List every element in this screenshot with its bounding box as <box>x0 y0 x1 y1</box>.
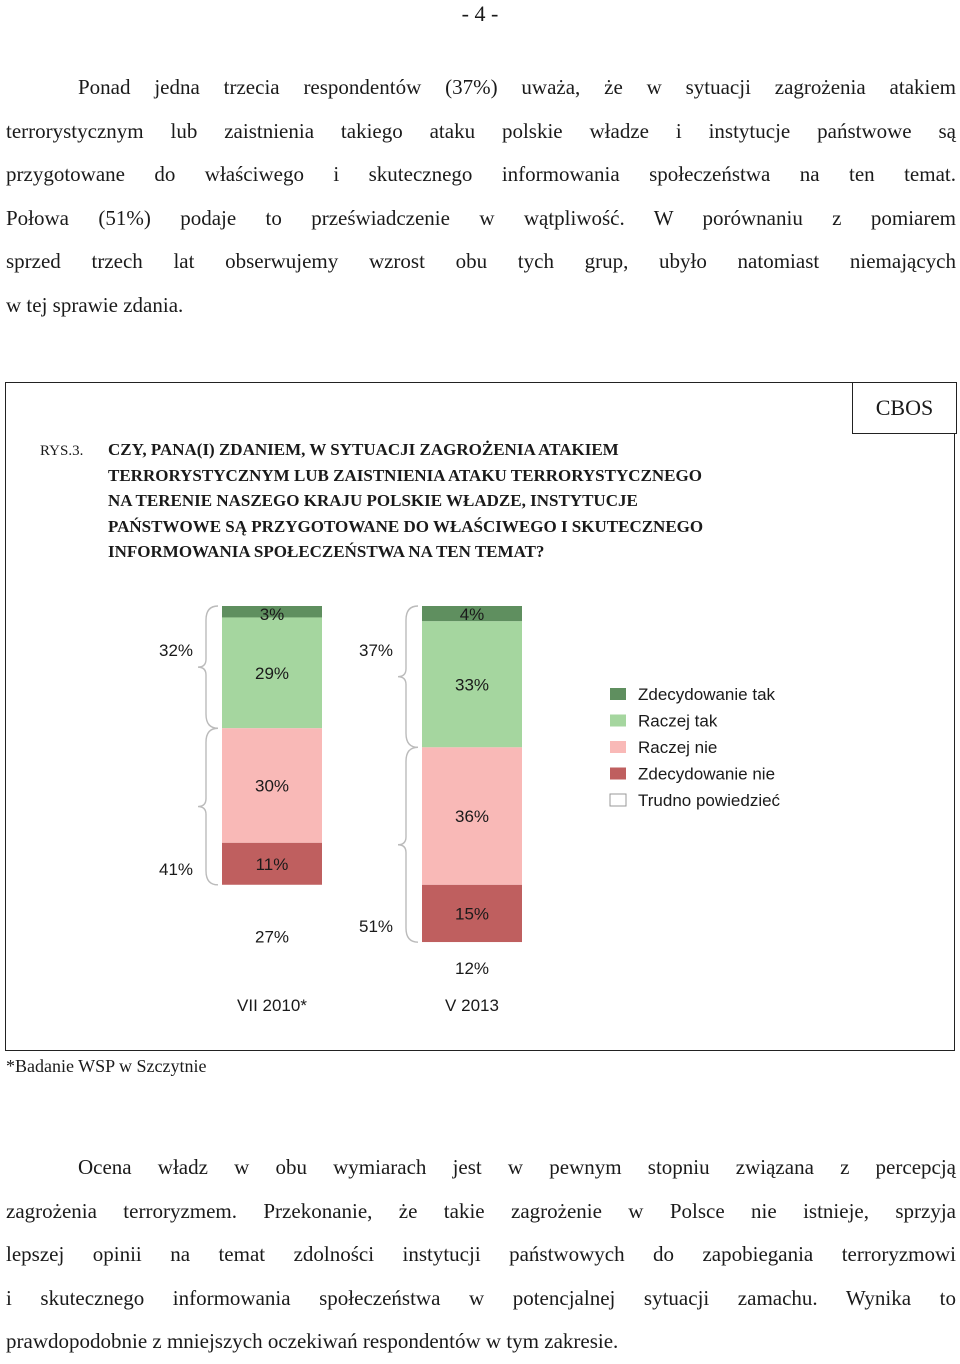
group-total-yes: 37% <box>359 641 393 660</box>
figure-title-line: CZY, PANA(I) ZDANIEM, W SYTUACJI ZAGROŻE… <box>108 440 619 459</box>
bar-segment <box>422 884 522 943</box>
bar-segment <box>222 617 322 729</box>
paragraph-line: prawdopodobnie z mniejszych oczekiwań re… <box>6 1329 619 1354</box>
bar-segment <box>222 606 322 618</box>
segment-label: 12% <box>455 959 489 978</box>
bar-segment <box>222 728 322 843</box>
paragraph-line: przygotowane do właściwego i skutecznego… <box>6 162 956 187</box>
legend-label: Trudno powiedzieć <box>638 791 781 810</box>
footnote: *Badanie WSP w Szczytnie <box>6 1056 207 1076</box>
closing-paragraph: Ocena władz w obu wymiarach jest w pewny… <box>6 1146 956 1364</box>
legend-label: Raczej tak <box>638 712 718 731</box>
figure-title-line: INFORMOWANIA SPOŁECZEŃSTWA NA TEN TEMAT? <box>108 542 545 561</box>
figure-title-line: NA TERENIE NASZEGO KRAJU POLSKIE WŁADZE,… <box>108 491 638 510</box>
paragraph-line: zagrożenia terroryzmem. Przekonanie, że … <box>6 1198 956 1223</box>
intro-paragraph: Ponad jedna trzecia respondentów (37%) u… <box>6 66 956 328</box>
segment-label: 3% <box>260 605 285 624</box>
segment-label: 15% <box>455 905 489 924</box>
figure-frame <box>5 382 955 1051</box>
group-brace <box>397 746 419 943</box>
category-label: V 2013 <box>445 996 499 1015</box>
category-label: VII 2010* <box>237 996 307 1015</box>
figure-title-line: PAŃSTWOWE SĄ PRZYGOTOWANE DO WŁAŚCIWEGO … <box>108 516 704 536</box>
paragraph-line: i skutecznego informowania społeczeństwa… <box>6 1285 956 1310</box>
paragraph-line: Ocena władz w obu wymiarach jest w pewny… <box>78 1155 956 1179</box>
segment-label: 4% <box>460 605 485 624</box>
legend-label: Zdecydowanie nie <box>638 765 775 784</box>
legend-swatch <box>610 714 626 727</box>
bar-segment <box>222 842 322 885</box>
segment-label: 27% <box>255 927 289 946</box>
group-brace <box>197 605 219 729</box>
figure-title-line: TERRORYSTYCZNYM LUB ZAISTNIENIA ATAKU TE… <box>108 465 702 485</box>
source-badge: CBOS <box>852 382 957 434</box>
legend-swatch <box>610 688 626 700</box>
group-total-no: 41% <box>159 860 193 879</box>
legend-swatch <box>610 767 626 780</box>
paragraph-line: Połowa (51%) podaje to przeświadczenie w… <box>6 205 956 230</box>
group-total-yes: 32% <box>159 641 193 660</box>
group-brace <box>197 727 219 886</box>
segment-label: 29% <box>255 664 289 683</box>
bar-segment <box>422 621 522 748</box>
segment-label: 30% <box>255 777 289 796</box>
paragraph-line: w tej sprawie zdania. <box>6 292 184 317</box>
bar-segment <box>222 884 322 988</box>
segment-label: 11% <box>256 855 289 874</box>
segment-label: 36% <box>455 807 489 826</box>
figure-label: RYS.3. <box>40 443 84 459</box>
bar-segment <box>422 942 522 988</box>
paragraph-line: sprzed trzech lat obserwujemy wzrost obu… <box>6 249 956 274</box>
legend-label: Raczej nie <box>638 738 717 757</box>
group-total-no: 51% <box>359 917 393 936</box>
legend-label: Zdecydowanie tak <box>638 685 776 704</box>
bar-segment <box>422 747 522 885</box>
legend-swatch <box>609 793 627 807</box>
paragraph-line: lepszej opinii na temat zdolności instyt… <box>6 1242 956 1267</box>
paragraph-line: terrorystycznym lub zaistnienia takiego … <box>6 118 956 143</box>
segment-label: 33% <box>455 675 489 694</box>
group-brace <box>397 605 419 749</box>
legend-swatch <box>610 741 626 753</box>
paragraph-line: Ponad jedna trzecia respondentów (37%) u… <box>78 75 956 99</box>
figure-title: CZY, PANA(I) ZDANIEM, W SYTUACJI ZAGROŻE… <box>108 437 848 565</box>
bar-segment <box>422 606 522 622</box>
page-number: - 4 - <box>461 1 499 26</box>
